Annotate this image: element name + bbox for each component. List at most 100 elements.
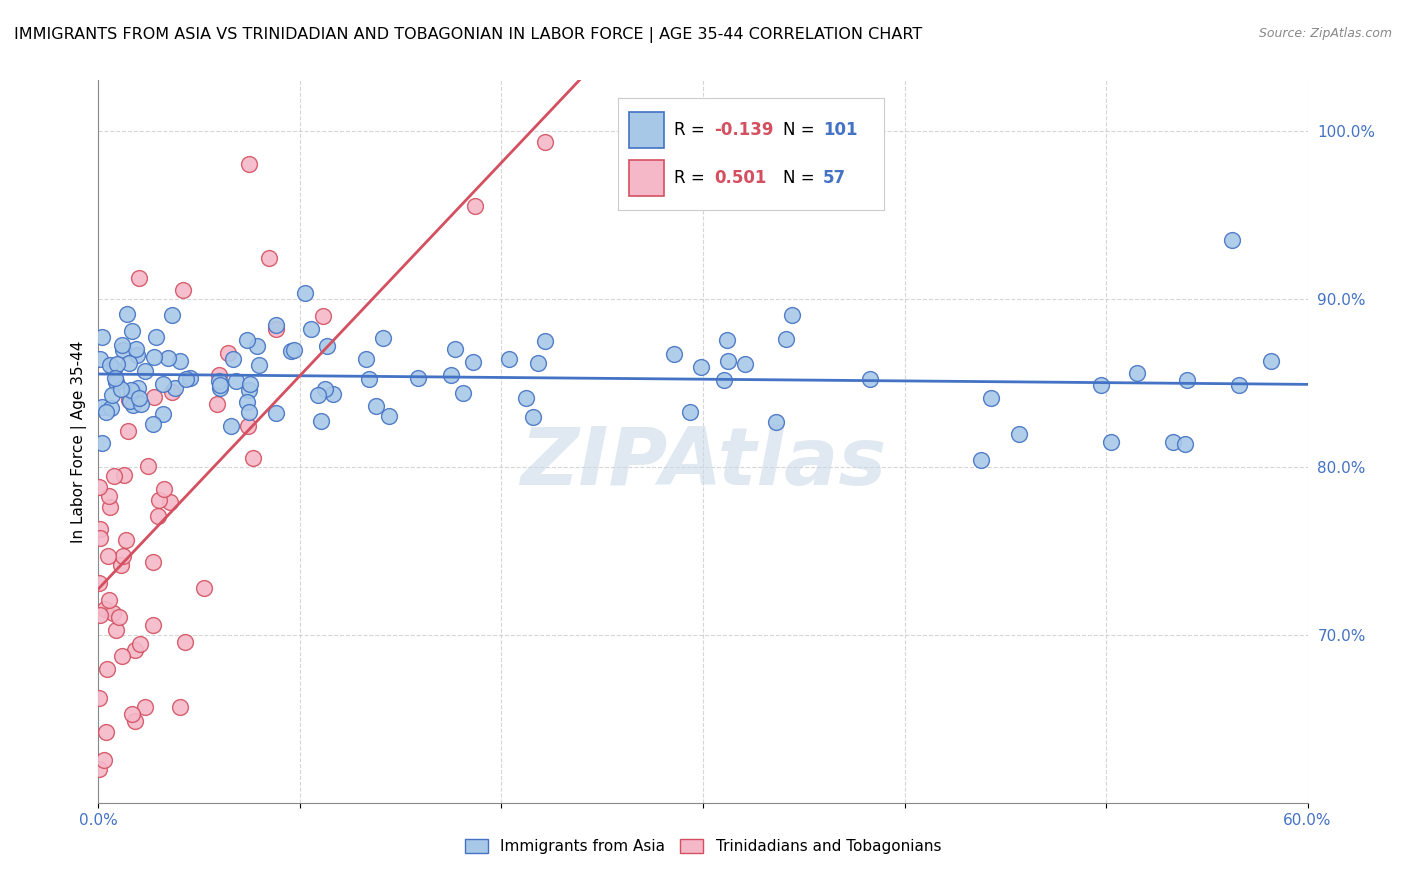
Point [515,391,537,405]
Point [145,330,167,344]
Point [1222,233,1244,247]
Point [112,468,135,483]
Point [314,382,336,396]
Point [98,358,121,372]
Point [309,414,332,428]
Point [157,351,180,365]
Point [103,468,125,483]
Point [89,522,111,536]
Point [236,418,259,433]
Point [125,342,148,356]
Point [127,348,149,362]
Point [91,436,114,450]
Point [174,372,197,386]
Point [716,354,738,368]
Point [242,450,264,465]
Point [378,409,401,424]
Point [112,549,135,563]
Point [138,459,160,474]
Point [120,383,142,397]
Point [453,386,475,401]
Point [734,357,756,371]
Point [690,359,713,374]
Point [169,699,191,714]
Point [527,356,550,370]
Point [373,331,395,345]
Point [312,309,335,323]
Point [662,347,685,361]
Point [129,397,152,411]
Point [111,648,134,663]
Point [208,368,231,382]
Point [1125,366,1147,380]
Point [239,376,262,391]
Point [107,357,129,371]
Point [94,405,117,419]
Point [98,500,121,514]
Point [205,397,228,411]
Point [97,549,120,563]
Point [1163,434,1185,449]
Point [124,643,146,657]
Point [89,352,111,367]
Point [90,400,112,414]
Point [238,383,260,397]
Point [104,375,127,389]
Point [120,394,142,409]
Point [713,373,735,387]
Point [87,691,110,706]
Text: Source: ZipAtlas.com: Source: ZipAtlas.com [1258,27,1392,40]
Point [208,375,231,389]
Point [522,409,544,424]
Point [118,356,141,370]
Point [859,372,882,386]
Point [316,339,339,353]
Point [238,405,260,419]
Point [160,308,183,322]
Point [1260,354,1282,368]
Point [765,415,787,429]
Point [280,343,302,358]
Point [264,322,287,336]
Point [160,385,183,400]
Point [101,606,124,620]
Point [179,371,201,385]
Point [118,392,141,407]
Point [1174,437,1197,451]
Y-axis label: In Labor Force | Age 35-44: In Labor Force | Age 35-44 [72,341,87,542]
Point [294,286,316,301]
Point [225,374,247,388]
Point [366,399,388,413]
Point [533,334,555,349]
Point [117,424,139,438]
Point [354,352,377,367]
Point [654,123,676,137]
Point [440,368,463,383]
Point [1090,377,1112,392]
Point [89,762,111,776]
Point [110,382,132,396]
Point [98,489,121,503]
Point [129,636,152,650]
Point [217,345,239,359]
Point [461,355,484,369]
Point [208,378,231,392]
Point [264,406,287,420]
Point [1229,378,1251,392]
Point [142,618,165,632]
Point [159,495,181,509]
Point [152,407,174,421]
Point [117,307,139,321]
Text: ZIPAtlas: ZIPAtlas [520,425,886,502]
Point [122,384,145,399]
Point [444,342,467,356]
Point [264,318,287,333]
Point [193,581,215,595]
Point [246,339,269,353]
Point [174,634,197,648]
Point [1175,373,1198,387]
Point [322,387,344,401]
Point [169,354,191,368]
Point [357,372,380,386]
Point [208,380,231,394]
